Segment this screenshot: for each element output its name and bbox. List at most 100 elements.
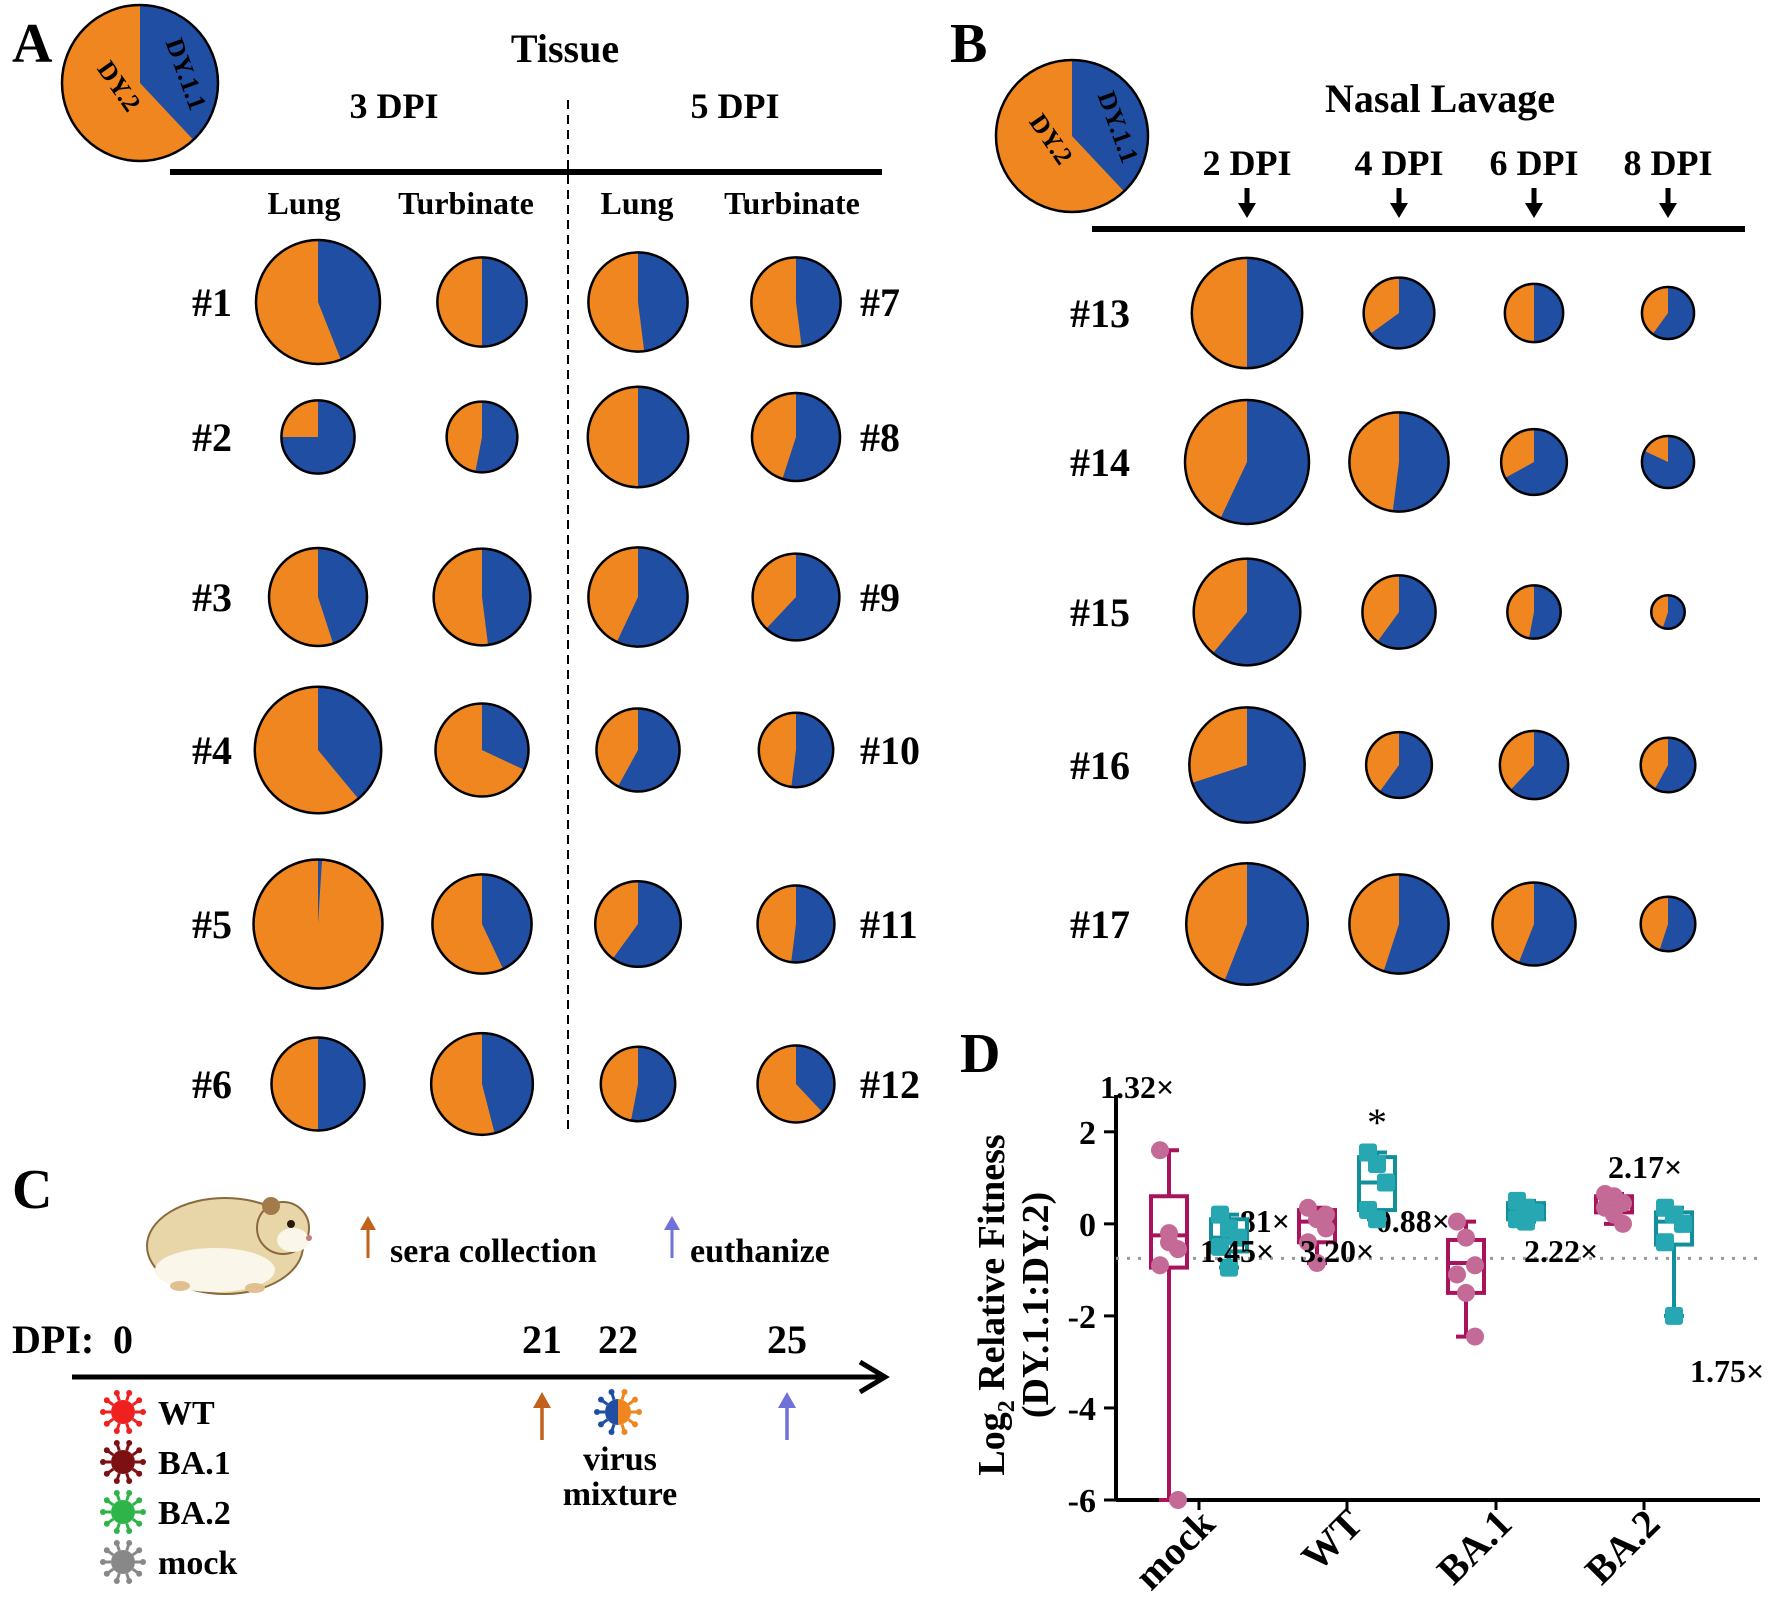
box-mock-s1-point xyxy=(1229,1228,1247,1247)
panel-a-legend-pie-dy11-slice xyxy=(140,5,218,140)
panel-b-pie-14-3-dy11-slice xyxy=(1641,435,1695,489)
box-ba2-s0-point xyxy=(1614,1214,1632,1233)
mock-virus-icon xyxy=(100,1539,146,1585)
panel-b-pie-17-1-dy11-slice xyxy=(1383,874,1449,974)
box-ba1-s0-point xyxy=(1457,1283,1475,1302)
group-ba2-label: BA.2 xyxy=(158,1495,231,1532)
panel-a-pie-5-1-dy11-slice xyxy=(482,874,532,969)
panel-a-pie-6-2 xyxy=(599,1045,677,1123)
virus-group-legend xyxy=(100,1389,146,1585)
panel-a-pie-6-1-outline xyxy=(429,1031,535,1137)
panel-a-sample-id: #4 xyxy=(192,728,232,773)
mock-virus-icon-spike-tip xyxy=(113,1539,120,1546)
panel-d-label: D xyxy=(960,1023,1000,1085)
panel-b-pie-13-0-outline xyxy=(1190,256,1304,370)
box-ba2-s1-fold-label: 1.75× xyxy=(1690,1353,1764,1389)
ba1-virus-icon-spike-tip xyxy=(103,1470,110,1477)
panel-a-pie-4-0 xyxy=(253,685,383,815)
panel-a-pie-2-0 xyxy=(280,399,356,475)
panel-b-pie-17-2 xyxy=(1491,881,1577,967)
panel-b-pie-16-3-outline xyxy=(1639,736,1697,794)
ba2-virus-icon-spike-tip xyxy=(140,1509,146,1515)
box-ba1-s1 xyxy=(1506,1191,1546,1231)
panel-b-pie-15-0 xyxy=(1192,557,1302,667)
box-mock-s0-fold-label: 1.32× xyxy=(1100,1069,1174,1105)
panel-b-label: B xyxy=(950,13,987,75)
box-ba1-s1-fold-label: 2.22× xyxy=(1524,1233,1598,1269)
wt-virus-icon-spike-tip xyxy=(140,1409,146,1415)
panel-a-pie-1-3 xyxy=(750,256,842,348)
box-mock-s1-point xyxy=(1211,1237,1229,1256)
y-tick-label: -4 xyxy=(1068,1391,1096,1428)
box-mock-s1-fold-label: 1.45× xyxy=(1200,1233,1274,1269)
wt-virus-icon-spike-tip xyxy=(103,1397,110,1404)
box-ba1-s0-point xyxy=(1448,1265,1466,1284)
hamster-illustration xyxy=(146,1197,312,1295)
panel-b-pie-17-3 xyxy=(1639,895,1697,953)
mock-virus-icon-spike-tip xyxy=(126,1539,133,1546)
panel-a-pie-2-0-dy11-slice xyxy=(281,400,355,474)
legend-sera-collection: sera collection xyxy=(390,1233,597,1270)
panel-a-sample-id: #8 xyxy=(860,415,900,460)
panel-b-sample-id: #14 xyxy=(1070,440,1130,485)
virus-mixture-dy2-half xyxy=(618,1399,631,1425)
group-mock-label: mock xyxy=(158,1545,237,1582)
panel-b-pie-16-0-dy11-slice xyxy=(1192,707,1305,823)
panel-a-pie-3-2-outline xyxy=(587,546,689,648)
wt-virus-icon-spike-tip xyxy=(126,1389,133,1396)
panel-b-title: Nasal Lavage xyxy=(1325,76,1555,121)
panel-b-pie-13-3 xyxy=(1640,285,1696,341)
panel-b-pie-15-3-dy11-slice xyxy=(1662,595,1685,629)
timeline-tick-21: 21 xyxy=(522,1317,562,1362)
sera-collection-arrowhead-icon xyxy=(533,1392,551,1408)
panel-a-pie-3-3-dy11-slice xyxy=(766,553,840,641)
panel-b-pie-15-2-dy11-slice xyxy=(1529,585,1561,639)
panel-a-pie-2-1-outline xyxy=(445,400,519,474)
panel-b-pie-16-1 xyxy=(1364,730,1434,800)
box-ba1-s0 xyxy=(1446,1212,1486,1346)
ba1-virus-icon-spike-tip xyxy=(140,1459,146,1465)
panel-b-sample-id: #16 xyxy=(1070,743,1130,788)
mock-virus-icon-spike-tip xyxy=(126,1578,133,1585)
panel-b: B DY.1.1DY.2 Nasal Lavage 2 DPI 4 DPI 6 DP… xyxy=(950,13,1745,987)
panel-b-timepoint-label: 4 DPI xyxy=(1355,143,1444,183)
ba2-virus-icon-spike-tip xyxy=(126,1528,133,1535)
panel-b-pie-16-0 xyxy=(1188,706,1306,824)
panel-a-pie-5-3-dy11-slice xyxy=(791,885,835,963)
panel-a-pies: #1 #7 #2 #8 #3 #9 #4 #10 #5 #11 #6 #12 xyxy=(192,238,920,1137)
legend-euthanize: euthanize xyxy=(690,1233,830,1270)
panel-b-pie-15-0-outline xyxy=(1192,557,1302,667)
panel-b-pie-15-1 xyxy=(1361,574,1437,650)
panel-b-pie-14-1-dy11-slice xyxy=(1392,412,1449,512)
panel-b-pie-17-2-dy11-slice xyxy=(1518,882,1576,966)
virus-mixture-line1: virus xyxy=(583,1441,657,1478)
down-arrow-icon xyxy=(1525,203,1543,218)
panel-a-pie-5-2-outline xyxy=(593,879,683,969)
box-ba1-s1-point xyxy=(1517,1212,1535,1231)
box-wt-s1-point xyxy=(1377,1173,1395,1192)
ba1-virus-icon-spike-tip xyxy=(136,1470,143,1477)
panel-b-pie-13-0 xyxy=(1190,256,1304,370)
box-ba1-s0-point xyxy=(1457,1228,1475,1247)
ba1-virus-icon-spike-tip xyxy=(103,1447,110,1454)
ba1-virus-icon-spike-tip xyxy=(113,1439,120,1446)
virus-mixture-spike-tip xyxy=(636,1409,642,1415)
y-axis-label-subscript: 2 xyxy=(994,1400,1020,1412)
wt-virus-icon-spike-tip xyxy=(136,1397,143,1404)
wt-virus-icon xyxy=(100,1389,146,1435)
x-tick-label-wt: WT xyxy=(1292,1500,1371,1579)
virus-mixture-spike-tip xyxy=(594,1409,600,1415)
panel-a-pie-3-3-outline xyxy=(751,552,841,642)
significance-asterisk: * xyxy=(1367,1100,1387,1145)
panel-a-title: Tissue xyxy=(511,26,619,71)
ba2-virus-icon xyxy=(100,1489,146,1535)
box-wt-s0 xyxy=(1297,1198,1337,1272)
ba1-virus-icon-spike-tip xyxy=(100,1459,106,1465)
panel-a-pie-6-2-dy11-slice xyxy=(631,1046,676,1122)
panel-a-legend-pie-outline xyxy=(60,3,220,163)
box-ba2-s0 xyxy=(1594,1184,1634,1233)
panel-a-pie-3-0-outline xyxy=(267,546,369,648)
ba1-virus-icon-body xyxy=(111,1450,135,1474)
panel-b-pie-16-3 xyxy=(1639,736,1697,794)
